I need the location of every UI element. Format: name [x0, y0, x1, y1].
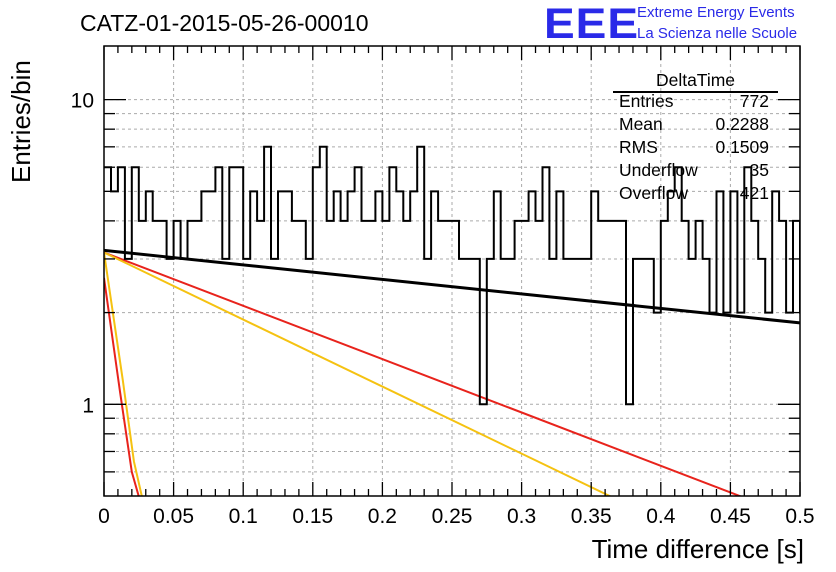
stat-row-overflow: Overflow 421: [619, 183, 769, 205]
x-tick-label: 0.45: [710, 505, 751, 528]
stat-value: 0.1509: [715, 137, 769, 157]
x-tick-label: 0: [98, 505, 110, 528]
grid-lines: [104, 46, 800, 496]
x-axis-label: Time difference [s]: [591, 534, 804, 564]
stat-row-underflow: Underflow 35: [619, 160, 769, 182]
stat-name: RMS: [619, 137, 658, 157]
y-tick-label: 1: [82, 394, 94, 417]
y-axis-label: Entries/bin: [6, 60, 36, 183]
stat-name: Mean: [619, 114, 663, 134]
stats-title-underline: [613, 91, 778, 93]
canvas-title: CATZ-01-2015-05-26-00010: [80, 10, 369, 36]
x-tick-label: 0.15: [292, 505, 333, 528]
x-tick-label: 0.35: [571, 505, 612, 528]
x-tick-label: 0.25: [432, 505, 473, 528]
stat-row-rms: RMS 0.1509: [619, 137, 769, 159]
fit-curve-red: [104, 251, 743, 496]
x-tick-label: 0.1: [229, 505, 258, 528]
y-tick-label: 10: [71, 90, 94, 113]
stats-title: DeltaTime: [655, 70, 736, 90]
x-tick-label: 0.4: [646, 505, 676, 528]
stat-value: 35: [749, 160, 769, 180]
x-tick-label: 0.5: [785, 505, 814, 528]
stat-row-mean: Mean 0.2288: [619, 114, 769, 136]
logo-caption-line2: La Scienza nelle Scuole: [637, 25, 798, 42]
tick-labels: 0 0.05 0.1 0.15 0.2 0.25 0.3 0.35 0.4 0.45 0.5 1 10: [71, 90, 815, 528]
stat-value: 421: [739, 183, 769, 203]
stat-name: Underflow: [619, 160, 698, 180]
fit-curves: [104, 248, 800, 496]
stat-name: Overflow: [619, 183, 689, 203]
fit-curve-black: [104, 248, 800, 325]
logo-caption-line1: Extreme Energy Events: [637, 4, 795, 21]
x-tick-label: 0.2: [368, 505, 397, 528]
fit-curve-red: [104, 277, 140, 496]
eee-logo: EEE: [544, 0, 640, 48]
axes: [103, 45, 801, 497]
stat-name: Entries: [619, 91, 674, 111]
stat-value: 772: [739, 91, 769, 111]
stat-row-entries: Entries 772: [619, 91, 769, 113]
stats-box: DeltaTime Entries 772 Mean 0.2288 RMS 0.…: [613, 70, 778, 210]
stat-value: 0.2288: [715, 114, 769, 134]
x-tick-label: 0.3: [507, 505, 536, 528]
histogram-series: [104, 145, 800, 406]
fit-curve-yellow: [104, 252, 143, 496]
fit-curve-yellow: [104, 251, 612, 496]
x-tick-label: 0.05: [153, 505, 194, 528]
histogram-layer: [104, 145, 800, 406]
